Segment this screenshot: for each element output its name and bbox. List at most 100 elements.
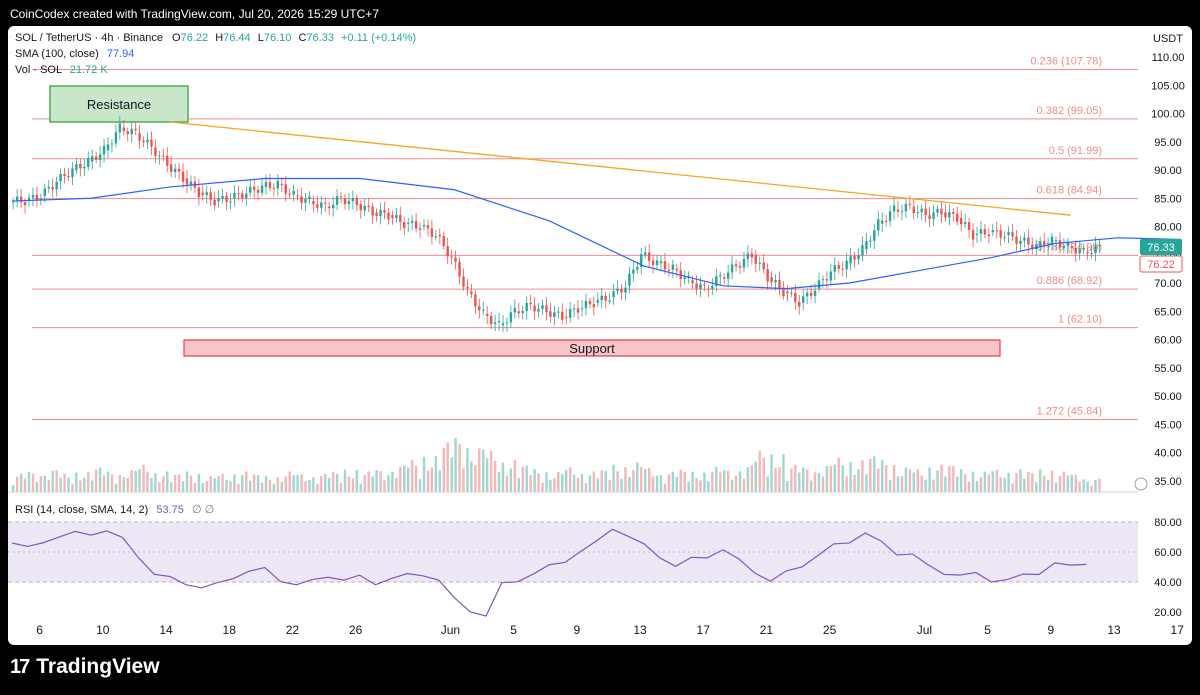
candle-body <box>719 275 722 277</box>
candle-body <box>616 288 619 292</box>
candle-body <box>730 264 734 273</box>
candle-body <box>798 301 801 307</box>
candle-body <box>841 268 844 270</box>
candle-body <box>908 203 912 205</box>
volume-bar <box>624 467 627 492</box>
volume-bar <box>1039 469 1042 492</box>
candle-body <box>166 155 169 166</box>
candle-body <box>1070 246 1073 248</box>
candle-body <box>280 184 283 186</box>
candle-body <box>249 186 252 193</box>
candle-body <box>849 256 852 264</box>
support-zone[interactable] <box>183 339 1001 357</box>
volume-bar <box>320 476 323 492</box>
candle-body <box>647 252 651 261</box>
candle-body <box>869 240 872 242</box>
candle-body <box>537 308 540 312</box>
time-tick: 25 <box>823 623 837 637</box>
candle-body <box>715 276 718 286</box>
scale-settings-icon[interactable] <box>1134 477 1148 491</box>
volume-bar <box>213 478 216 492</box>
candle-body <box>632 269 635 274</box>
candle-body <box>873 230 876 241</box>
volume-bar <box>19 473 23 492</box>
volume-bar <box>778 467 781 492</box>
candle-body <box>580 308 584 310</box>
volume-bar <box>596 478 599 492</box>
candle-body <box>98 154 102 160</box>
volume-bar <box>379 471 382 492</box>
candle-body <box>1058 240 1062 248</box>
candle-body <box>726 272 730 279</box>
change-value: +0.11 (+0.14%) <box>341 32 416 44</box>
volume-bar <box>892 465 896 492</box>
high-value: 76.44 <box>223 32 251 44</box>
candle-body <box>118 123 122 133</box>
time-tick: 9 <box>1047 623 1054 637</box>
chart-panel[interactable]: 0.236 (107.78) 0.382 (99.05) 0.5 (91.99) 0.… <box>8 26 1192 645</box>
candle-body <box>347 201 351 205</box>
volume-bar <box>956 476 959 492</box>
candle-body <box>114 132 118 144</box>
volume-bar <box>695 477 698 492</box>
volume-bar <box>43 475 46 492</box>
time-tick: 17 <box>1171 623 1185 637</box>
volume-bar <box>723 470 726 492</box>
candle-body <box>173 168 177 172</box>
resistance-zone[interactable] <box>49 85 189 123</box>
volume-bar <box>754 461 757 492</box>
volume-bar <box>304 481 307 492</box>
time-axis[interactable]: 6 10 14 18 22 26 Jun 5 9 13 17 21 25 Jul 5 9 13 17 <box>36 623 1184 637</box>
volume-bar <box>225 479 228 492</box>
volume-bar <box>770 454 773 492</box>
candle-body <box>110 143 114 145</box>
volume-bar <box>687 481 690 492</box>
candle-body <box>837 265 840 269</box>
candle-body <box>770 277 773 283</box>
candle-body <box>1046 244 1050 247</box>
volume-bar <box>908 469 912 492</box>
volume-bar <box>608 479 611 492</box>
candle-body <box>1003 237 1006 239</box>
rsi-tick: 60.00 <box>1154 547 1182 559</box>
candle-body <box>209 192 212 200</box>
time-tick: Jun <box>441 623 460 637</box>
candle-body <box>1082 247 1085 250</box>
candle-body <box>1042 241 1046 247</box>
volume-bar <box>640 467 643 492</box>
volume-bar <box>766 476 769 492</box>
volume-bar <box>616 471 619 492</box>
volume-bar <box>363 475 366 492</box>
volume-bar <box>861 460 864 492</box>
candle-body <box>762 262 765 270</box>
candle-body <box>568 309 572 318</box>
volume-bar <box>809 480 813 492</box>
price-chart[interactable]: 0.236 (107.78) 0.382 (99.05) 0.5 (91.99) 0.… <box>8 26 1192 645</box>
candle-body <box>482 309 485 311</box>
candle-body <box>1098 244 1101 246</box>
volume-bar <box>110 474 114 492</box>
candle-body <box>328 206 331 209</box>
volume-bar <box>888 479 892 492</box>
volume-bar <box>734 475 738 492</box>
price-tick: 60.00 <box>1154 335 1182 347</box>
volume-bar <box>529 475 532 492</box>
rsi-axis[interactable]: 80.00 60.00 40.00 20.00 <box>1154 517 1182 619</box>
volume-bar <box>865 474 868 492</box>
volume-bar <box>979 477 983 492</box>
candle-body <box>1066 241 1070 246</box>
time-tick: 13 <box>633 623 647 637</box>
volume-bar <box>39 476 43 492</box>
candle-body <box>936 208 939 213</box>
candle-body <box>185 178 189 185</box>
volume-bar <box>489 451 493 492</box>
descending-trendline[interactable] <box>169 121 1071 216</box>
candle-body <box>695 283 698 289</box>
volume-bar <box>1082 479 1085 492</box>
candle-body <box>987 234 991 237</box>
volume-bar <box>296 474 299 492</box>
volume-bar <box>407 467 410 492</box>
volume-bar <box>375 469 378 492</box>
volume-bar <box>604 470 607 492</box>
volume-bar <box>683 471 686 492</box>
